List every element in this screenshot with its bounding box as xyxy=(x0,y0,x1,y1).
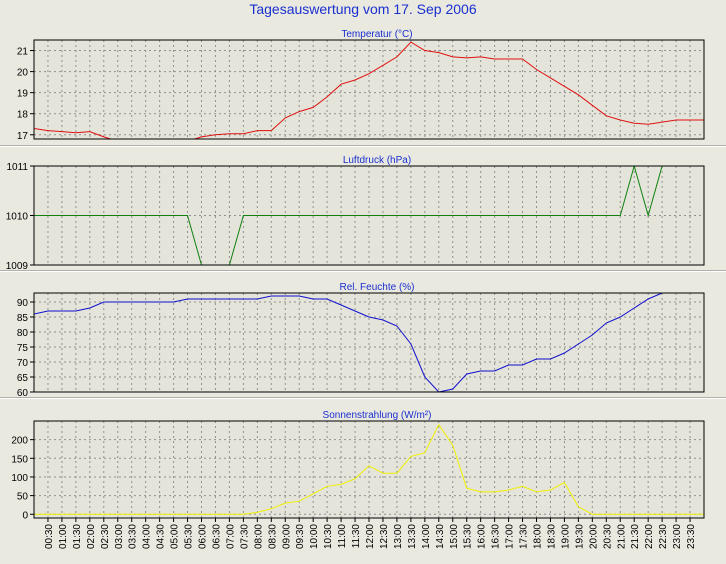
x-tick-label: 00:30 xyxy=(44,524,55,549)
feuchte-ytick-label: 90 xyxy=(17,298,29,309)
x-tick-label: 18:00 xyxy=(533,524,544,549)
feuchte-series-line xyxy=(34,293,663,392)
luftdruck-plot-frame xyxy=(33,165,705,266)
x-tick-label: 18:30 xyxy=(546,524,557,549)
x-tick-label: 06:30 xyxy=(211,524,222,549)
x-tick-label: 01:00 xyxy=(58,524,69,549)
x-tick-label: 21:30 xyxy=(630,524,641,549)
x-tick-label: 20:00 xyxy=(588,524,599,549)
x-tick-label: 03:00 xyxy=(114,524,125,549)
x-tick-label: 07:00 xyxy=(225,524,236,549)
x-tick-label: 14:30 xyxy=(435,524,446,549)
feuchte-plot-frame xyxy=(33,292,705,393)
sonnenstrahlung-series-line xyxy=(34,423,704,515)
x-tick-label: 15:30 xyxy=(463,524,474,549)
sonnenstrahlung-ytick-label: 50 xyxy=(17,492,29,503)
x-tick-label: 15:00 xyxy=(449,524,460,549)
x-tick-label: 19:00 xyxy=(560,524,571,549)
luftdruck-series-line xyxy=(34,166,663,265)
x-tick-label: 10:30 xyxy=(323,524,334,549)
x-tick-label: 12:00 xyxy=(365,524,376,549)
temperatur-ytick-label: 19 xyxy=(17,89,29,100)
temperatur-ytick-label: 20 xyxy=(17,68,29,79)
x-tick-label: 04:00 xyxy=(142,524,153,549)
x-tick-label: 21:00 xyxy=(616,524,627,549)
temperatur-plot-area xyxy=(34,40,704,139)
feuchte-ytick-label: 70 xyxy=(17,358,29,369)
x-tick-label: 17:00 xyxy=(505,524,516,549)
x-tick-label: 03:30 xyxy=(128,524,139,549)
sonnenstrahlung-ytick-label: 200 xyxy=(11,436,28,447)
feuchte-ytick-label: 85 xyxy=(17,313,29,324)
luftdruck-ytick-label: 1009 xyxy=(6,261,29,272)
luftdruck-ytick-label: 1011 xyxy=(6,162,28,173)
x-tick-label: 23:00 xyxy=(672,524,683,549)
x-tick-label: 05:30 xyxy=(184,524,195,549)
feuchte-ytick-label: 75 xyxy=(17,343,29,354)
x-tick-label: 17:30 xyxy=(519,524,530,549)
x-tick-label: 02:30 xyxy=(100,524,111,549)
x-tick-label: 23:30 xyxy=(686,524,697,549)
x-tick-label: 22:00 xyxy=(644,524,655,549)
page-title: Tagesauswertung vom 17. Sep 2006 xyxy=(249,1,477,17)
x-tick-label: 08:00 xyxy=(253,524,264,549)
luftdruck-ytick-label: 1010 xyxy=(6,212,29,223)
x-tick-label: 16:00 xyxy=(477,524,488,549)
x-tick-label: 10:00 xyxy=(309,524,320,549)
feuchte-ytick-label: 80 xyxy=(17,328,29,339)
charts-area: 17 18 19 20 21 Temperatur (°C) 1009 1010 1011 Luf… xyxy=(0,29,726,549)
x-tick-label: 22:30 xyxy=(658,524,669,549)
sonnenstrahlung-ytick-label: 0 xyxy=(22,510,28,521)
x-tick-label: 13:00 xyxy=(393,524,404,549)
x-tick-label: 13:30 xyxy=(407,524,418,549)
luftdruck-panel-title: Luftdruck (hPa) xyxy=(343,155,411,166)
temperatur-ytick-label: 21 xyxy=(17,47,29,58)
x-tick-label: 09:30 xyxy=(295,524,306,549)
feuchte-ytick-label: 65 xyxy=(17,373,29,384)
x-tick-label: 02:00 xyxy=(86,524,97,549)
x-tick-label: 11:00 xyxy=(337,524,348,549)
temperatur-series-line xyxy=(34,41,704,139)
temperatur-plot-frame xyxy=(33,39,705,140)
temperatur-panel-title: Temperatur (°C) xyxy=(341,29,412,40)
sonnenstrahlung-panel-title: Sonnenstrahlung (W/m²) xyxy=(323,410,432,421)
feuchte-ytick-label: 60 xyxy=(17,388,29,399)
sonnenstrahlung-plot-area xyxy=(34,421,704,518)
x-tick-label: 07:30 xyxy=(239,524,250,549)
x-tick-label: 08:30 xyxy=(267,524,278,549)
x-tick-label: 20:30 xyxy=(602,524,613,549)
x-tick-label: 19:30 xyxy=(574,524,585,549)
x-tick-label: 06:00 xyxy=(198,524,209,549)
x-tick-label: 09:00 xyxy=(281,524,292,549)
sonnenstrahlung-ytick-label: 150 xyxy=(11,454,28,465)
feuchte-panel-title: Rel. Feuchte (%) xyxy=(339,282,414,293)
x-tick-label: 05:00 xyxy=(170,524,181,549)
x-tick-label: 01:30 xyxy=(72,524,83,549)
sonnenstrahlung-ytick-label: 100 xyxy=(11,473,28,484)
x-tick-label: 12:30 xyxy=(379,524,390,549)
x-tick-label: 11:30 xyxy=(351,524,362,549)
x-tick-label: 04:30 xyxy=(156,524,167,549)
x-tick-label: 14:00 xyxy=(421,524,432,549)
temperatur-ytick-label: 18 xyxy=(17,110,29,121)
x-tick-label: 16:30 xyxy=(491,524,502,549)
temperatur-ytick-label: 17 xyxy=(17,131,29,142)
